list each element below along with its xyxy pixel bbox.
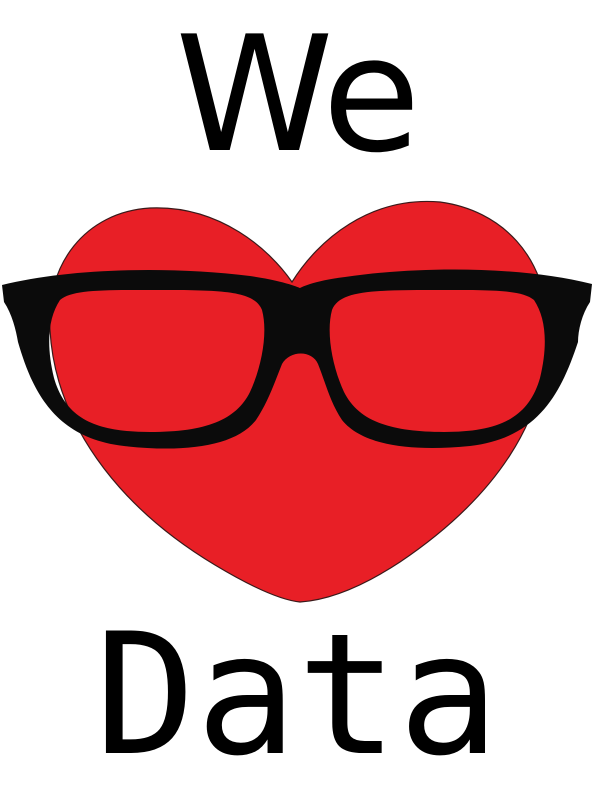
headline-data: Data <box>94 597 500 793</box>
heart-icon <box>48 200 549 603</box>
glasses-icon <box>2 269 592 449</box>
heart-with-glasses <box>2 200 592 603</box>
headline-we: We <box>175 1 420 188</box>
